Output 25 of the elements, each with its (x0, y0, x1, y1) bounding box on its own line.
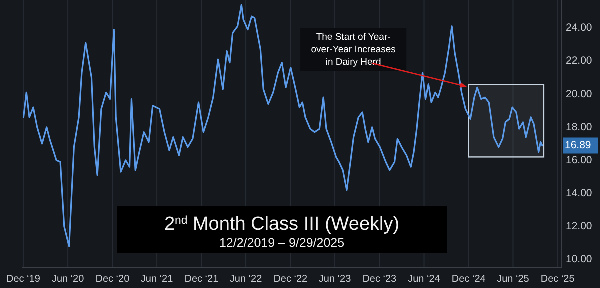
text: 2$^{nd}$ Month Class III (Weekly) (164, 214, 400, 235)
x-tick-label: Dec ‘24 (452, 274, 486, 285)
x-tick-label: Jun ‘20 (52, 274, 85, 285)
y-tick-label: 14.00 (566, 188, 592, 200)
x-tick-label: Jun ‘21 (140, 274, 174, 285)
x-tick-label: Jun ‘25 (497, 274, 530, 285)
text: 12/2/2019 – 9/29/2025 (219, 236, 345, 250)
annotation: 16.89 (565, 140, 592, 152)
x-tick-label: Dec ‘20 (96, 274, 130, 285)
y-tick-label: 16.00 (566, 154, 592, 166)
y-tick-label: 24.00 (566, 22, 592, 34)
x-tick-label: Jun ‘24 (408, 274, 441, 285)
x-tick-label: Jun ‘23 (318, 274, 352, 285)
x-tick-label: Dec ‘22 (274, 274, 308, 285)
x-tick-label: Dec ‘21 (184, 274, 220, 285)
y-tick-label: 20.00 (566, 88, 592, 100)
x-tick-label: Jun ‘22 (230, 274, 263, 285)
y-tick-label: 22.00 (566, 55, 592, 68)
x-tick-label: Dec ‘23 (362, 274, 398, 285)
y-tick-label: 10.00 (566, 254, 592, 266)
y-tick-label: 18.00 (566, 121, 592, 134)
x-tick-label: Dec ‘25 (540, 274, 576, 285)
y-tick-label: 12.00 (566, 220, 592, 233)
x-tick-label: Dec ‘19 (6, 274, 41, 285)
line-series (22, 4, 544, 248)
